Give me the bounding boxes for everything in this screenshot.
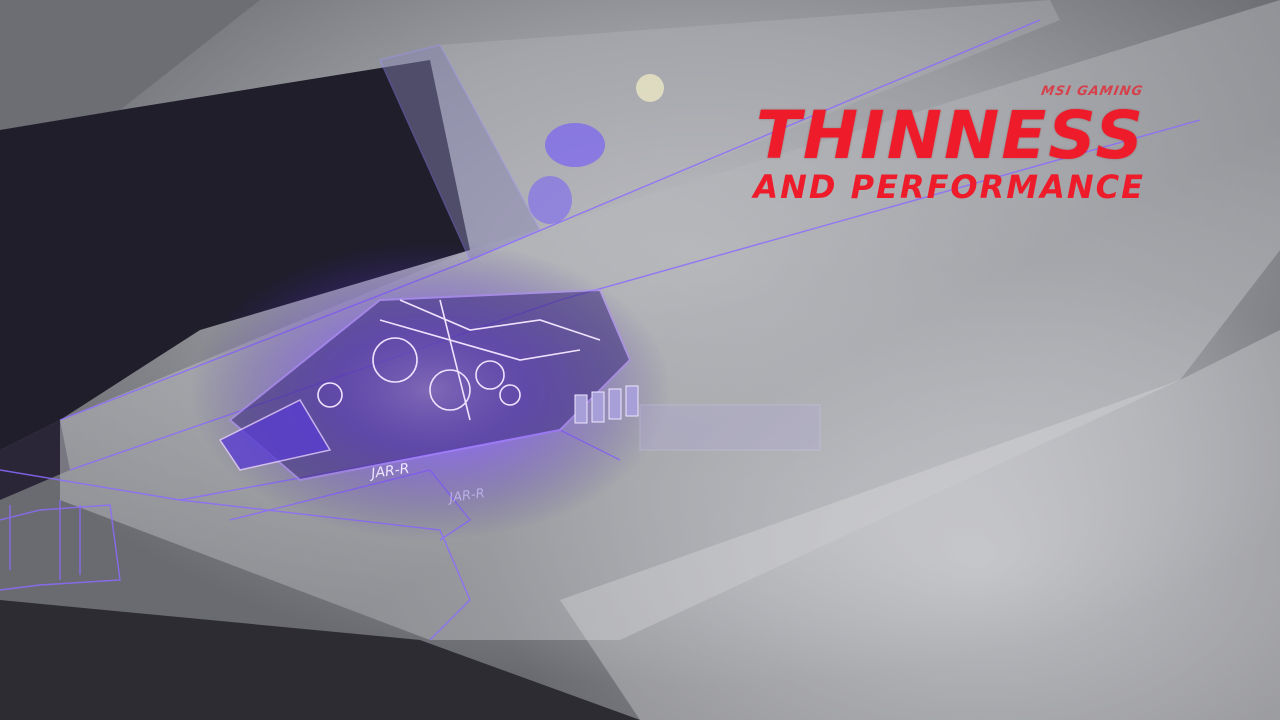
internal-components bbox=[528, 74, 664, 224]
main-title: THINNESS bbox=[755, 97, 1145, 174]
brand-logo: MSI GAMING bbox=[1039, 84, 1145, 99]
sub-title: AND PERFORMANCE bbox=[753, 168, 1145, 206]
title-overlay: MSI GAMING THINNESS AND PERFORMANCE bbox=[640, 84, 1145, 205]
port-label: JAR-R bbox=[367, 461, 410, 483]
port-assembly: JAR-R JAR-R bbox=[190, 240, 821, 540]
port-label-reflection: JAR-R bbox=[445, 486, 485, 506]
